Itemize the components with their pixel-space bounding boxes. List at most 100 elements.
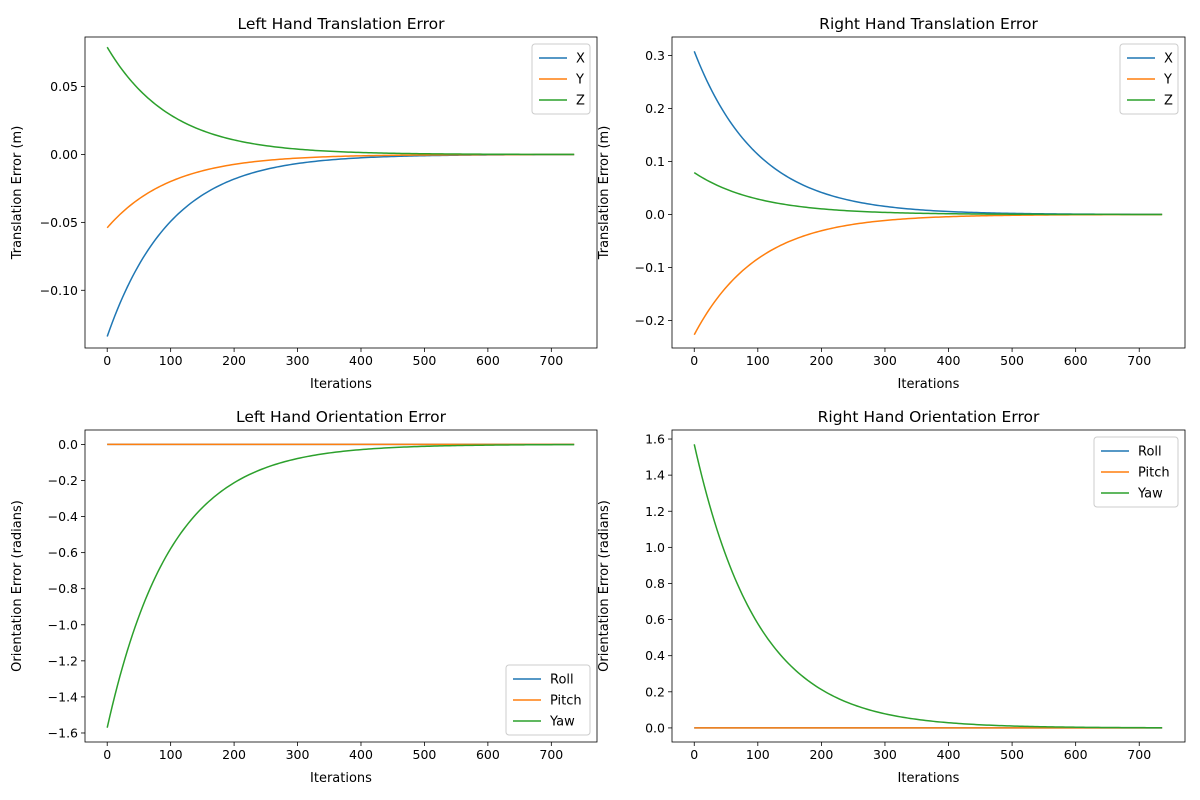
legend: Roll Pitch Yaw bbox=[1093, 436, 1179, 508]
legend-label-yaw: Yaw bbox=[549, 715, 575, 730]
axes-frame bbox=[671, 36, 1186, 349]
legend-label-roll: Roll bbox=[550, 673, 574, 688]
x-tick-label: 300 bbox=[873, 353, 897, 368]
y-tick-label: 0.0 bbox=[645, 720, 665, 735]
series-line-y bbox=[106, 153, 575, 229]
legend-label-pitch: Pitch bbox=[1138, 466, 1170, 481]
x-tick-label: 400 bbox=[937, 747, 961, 762]
y-tick-label: 0.4 bbox=[645, 648, 665, 663]
y-tick-label: 0.0 bbox=[645, 207, 665, 222]
x-tick-label: 0 bbox=[103, 747, 111, 762]
axes-frame bbox=[84, 36, 598, 349]
y-axis-label: Translation Error (m) bbox=[597, 126, 612, 261]
x-axis-label: Iterations bbox=[898, 771, 960, 786]
y-tick-label: 0.2 bbox=[645, 684, 665, 699]
y-tick-label: 0.6 bbox=[645, 612, 665, 627]
legend-label-y: Y bbox=[575, 73, 584, 88]
x-tick-label: 200 bbox=[809, 353, 833, 368]
chart-title: Right Hand Translation Error bbox=[819, 15, 1038, 33]
y-axis-label: Translation Error (m) bbox=[10, 126, 25, 261]
y-tick-label: 1.6 bbox=[645, 432, 665, 447]
x-axis-label: Iterations bbox=[310, 771, 372, 786]
series-line-x bbox=[106, 153, 575, 337]
chart-title: Right Hand Orientation Error bbox=[818, 408, 1040, 426]
y-tick-label: 0.2 bbox=[645, 101, 665, 116]
y-tick-label: 0.0 bbox=[58, 437, 78, 452]
legend-box bbox=[1093, 436, 1179, 508]
chart-panel-1: 0 100 200 300 400 500 600 700 −0.10 −0.05 0.00 0.05… bbox=[10, 15, 598, 392]
y-tick-label: −1.6 bbox=[48, 725, 78, 740]
y-tick-label: −1.2 bbox=[48, 653, 78, 668]
y-tick-label: −0.8 bbox=[48, 581, 78, 596]
legend-label-pitch: Pitch bbox=[550, 694, 582, 709]
y-tick-label: −1.4 bbox=[48, 689, 78, 704]
legend-label-x: X bbox=[576, 52, 585, 67]
x-tick-label: 300 bbox=[873, 747, 897, 762]
x-tick-label: 600 bbox=[476, 747, 500, 762]
axes-frame bbox=[84, 429, 598, 743]
legend-label-z: Z bbox=[576, 94, 585, 109]
y-axis-label: Orientation Error (radians) bbox=[597, 500, 612, 672]
x-axis-label: Iterations bbox=[898, 377, 960, 392]
y-tick-label: 0.05 bbox=[50, 79, 78, 94]
chart-title: Left Hand Translation Error bbox=[238, 15, 446, 33]
y-tick-label: −1.0 bbox=[48, 617, 78, 632]
series-line-z bbox=[106, 46, 575, 156]
x-tick-label: 500 bbox=[413, 747, 437, 762]
x-tick-label: 700 bbox=[1127, 353, 1151, 368]
y-tick-label: −0.2 bbox=[635, 313, 665, 328]
x-tick-label: 100 bbox=[746, 747, 770, 762]
y-tick-label: −0.10 bbox=[40, 283, 78, 298]
x-tick-label: 700 bbox=[539, 747, 563, 762]
chart-panel-3: 0 100 200 300 400 500 600 700 0.0 −0.2 −0.4 −0.6 −0.… bbox=[10, 408, 598, 786]
y-tick-label: 0.8 bbox=[645, 576, 665, 591]
x-tick-label: 600 bbox=[1064, 353, 1088, 368]
y-tick-label: −0.4 bbox=[48, 509, 78, 524]
x-axis-label: Iterations bbox=[310, 377, 372, 392]
legend-label-y: Y bbox=[1163, 73, 1172, 88]
x-tick-label: 200 bbox=[222, 353, 246, 368]
x-tick-label: 100 bbox=[159, 747, 183, 762]
y-tick-label: −0.05 bbox=[40, 215, 78, 230]
x-tick-label: 200 bbox=[809, 747, 833, 762]
x-tick-label: 0 bbox=[103, 353, 111, 368]
y-tick-label: 0.00 bbox=[50, 147, 78, 162]
x-tick-label: 400 bbox=[349, 353, 373, 368]
chart-panel-2: 0 100 200 300 400 500 600 700 −0.2 −0.1 0.0 0.1 0.2 0… bbox=[597, 15, 1186, 392]
x-tick-label: 0 bbox=[690, 747, 698, 762]
legend: XYZ bbox=[1119, 43, 1179, 115]
legend: Roll Pitch Yaw bbox=[505, 664, 591, 736]
x-tick-label: 500 bbox=[1000, 353, 1024, 368]
chart-title: Left Hand Orientation Error bbox=[236, 408, 447, 426]
series-line-yaw bbox=[693, 444, 1163, 729]
y-tick-label: −0.2 bbox=[48, 473, 78, 488]
series-line-yaw bbox=[106, 443, 575, 728]
x-tick-label: 100 bbox=[746, 353, 770, 368]
legend-label-x: X bbox=[1164, 52, 1173, 67]
series-line-y bbox=[693, 213, 1163, 336]
y-tick-label: 0.1 bbox=[645, 154, 665, 169]
x-tick-label: 600 bbox=[476, 353, 500, 368]
y-tick-label: 1.4 bbox=[645, 468, 665, 483]
x-tick-label: 400 bbox=[349, 747, 373, 762]
y-axis-label: Orientation Error (radians) bbox=[10, 500, 25, 672]
legend-box bbox=[505, 664, 591, 736]
x-tick-label: 700 bbox=[539, 353, 563, 368]
legend-label-roll: Roll bbox=[1138, 445, 1162, 460]
x-tick-label: 200 bbox=[222, 747, 246, 762]
x-tick-label: 500 bbox=[1000, 747, 1024, 762]
x-tick-label: 0 bbox=[690, 353, 698, 368]
y-tick-label: 1.2 bbox=[645, 504, 665, 519]
x-tick-label: 300 bbox=[286, 747, 310, 762]
x-tick-label: 300 bbox=[286, 353, 310, 368]
x-tick-label: 500 bbox=[413, 353, 437, 368]
x-tick-label: 100 bbox=[159, 353, 183, 368]
series-line-z bbox=[693, 171, 1163, 216]
legend-label-yaw: Yaw bbox=[1137, 487, 1163, 502]
y-tick-label: 1.0 bbox=[645, 540, 665, 555]
x-tick-label: 700 bbox=[1127, 747, 1151, 762]
x-tick-label: 400 bbox=[937, 353, 961, 368]
axes-frame bbox=[671, 429, 1186, 743]
chart-panel-4: 0 100 200 300 400 500 600 700 0.0 0.2 0.4 0.6 0.8 1.0… bbox=[597, 408, 1186, 786]
